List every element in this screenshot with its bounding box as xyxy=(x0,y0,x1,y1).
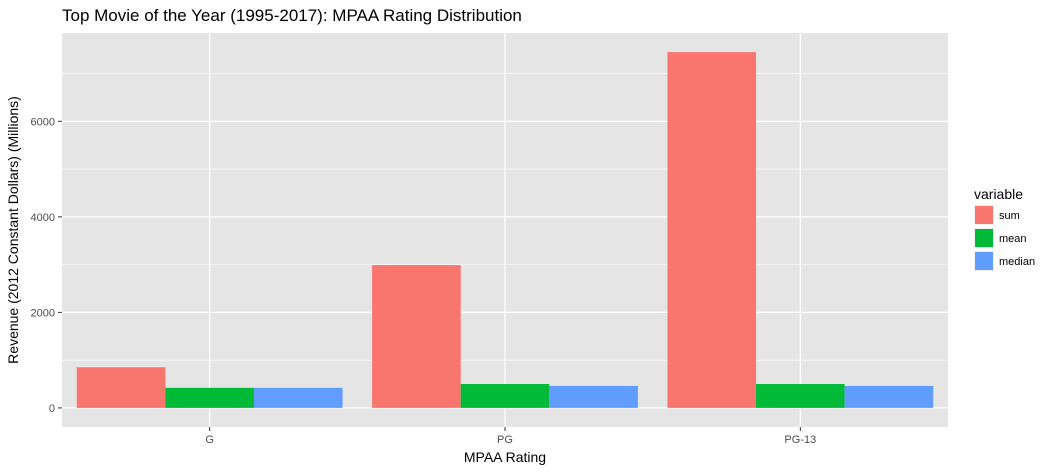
y-tick-label: 0 xyxy=(49,403,55,415)
legend-label-mean: mean xyxy=(999,233,1027,245)
y-axis-title: Revenue (2012 Constant Dollars) (Million… xyxy=(5,96,21,364)
bar-mean-PG-13 xyxy=(756,384,845,408)
legend-label-median: median xyxy=(999,256,1035,268)
y-tick-label: 4000 xyxy=(31,212,55,224)
bar-mean-PG xyxy=(460,384,550,408)
legend-title: variable xyxy=(974,186,1023,202)
legend: variable sum mean median xyxy=(974,186,1035,271)
bar-mean-G xyxy=(165,387,254,408)
bar-median-PG xyxy=(549,385,638,408)
legend-swatch-mean xyxy=(975,229,993,247)
bar-sum-PG xyxy=(372,265,461,408)
y-tick-label: 6000 xyxy=(31,116,55,128)
x-axis: G PG PG-13 xyxy=(205,427,816,446)
bar-median-PG-13 xyxy=(844,385,934,408)
x-axis-title: MPAA Rating xyxy=(464,449,546,465)
bar-sum-PG-13 xyxy=(667,52,757,408)
legend-swatch-sum xyxy=(975,206,993,224)
bar-median-G xyxy=(253,387,343,408)
bars xyxy=(76,52,934,408)
legend-swatch-median xyxy=(975,252,993,270)
bar-sum-G xyxy=(76,367,166,408)
y-axis: 0 2000 4000 6000 xyxy=(31,116,62,415)
x-tick-label: PG-13 xyxy=(784,434,816,446)
x-tick-label: G xyxy=(205,434,214,446)
y-tick-label: 2000 xyxy=(31,307,55,319)
x-tick-label: PG xyxy=(497,434,513,446)
gridlines xyxy=(62,33,948,427)
legend-label-sum: sum xyxy=(999,210,1020,222)
chart-title: Top Movie of the Year (1995-2017): MPAA … xyxy=(62,6,522,25)
